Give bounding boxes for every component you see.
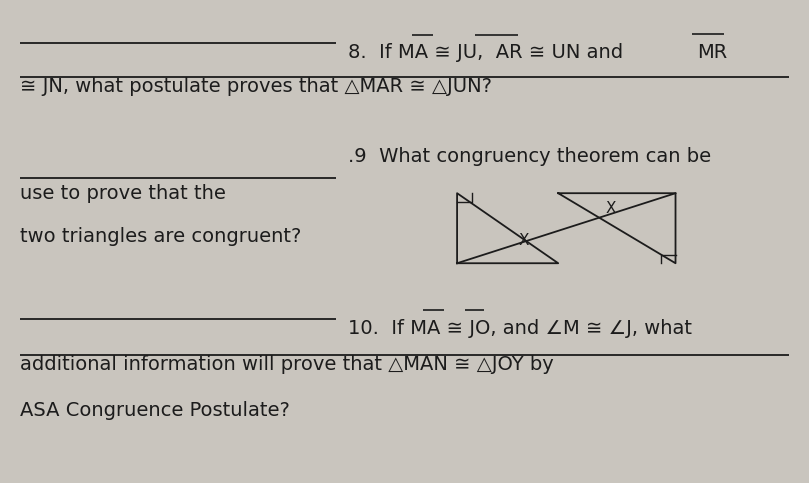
- Text: X: X: [606, 201, 616, 216]
- Text: ≅ JN, what postulate proves that △MAR ≅ △JUN?: ≅ JN, what postulate proves that △MAR ≅ …: [20, 77, 492, 96]
- Text: additional information will prove that △MAN ≅ △JOY by: additional information will prove that △…: [20, 355, 554, 374]
- Text: .9  What congruency theorem can be: .9 What congruency theorem can be: [348, 147, 711, 166]
- Text: 8.  If MA ≅ JU,  AR ≅ UN and: 8. If MA ≅ JU, AR ≅ UN and: [348, 43, 623, 62]
- Text: two triangles are congruent?: two triangles are congruent?: [20, 227, 302, 246]
- Text: MR: MR: [697, 43, 727, 62]
- Text: X: X: [519, 233, 529, 248]
- Text: 10.  If MA ≅ JO, and ∠M ≅ ∠J, what: 10. If MA ≅ JO, and ∠M ≅ ∠J, what: [348, 319, 692, 338]
- Text: ASA Congruence Postulate?: ASA Congruence Postulate?: [20, 401, 290, 420]
- Text: use to prove that the: use to prove that the: [20, 184, 226, 202]
